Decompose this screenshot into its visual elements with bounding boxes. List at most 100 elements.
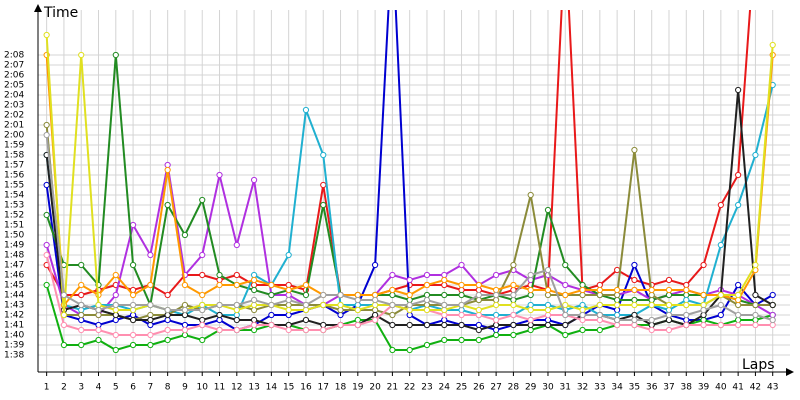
point [216,171,223,179]
point [735,291,742,299]
y-tick-label: 1:52 [4,211,24,221]
point [544,311,552,319]
point [683,296,690,304]
point [527,316,534,324]
point [233,326,240,334]
point [562,321,569,329]
point [493,326,500,334]
point [527,271,534,279]
point [527,291,534,299]
point [112,331,119,339]
point [372,291,379,299]
y-axis-title: Time [43,5,78,21]
point [250,271,258,279]
point [735,171,742,179]
point [493,316,500,324]
x-tick-label: 23 [421,383,432,393]
point [423,306,431,314]
point [78,306,85,314]
point [769,321,776,329]
point [579,316,586,324]
point [579,286,586,294]
point [700,261,707,269]
point [164,336,171,344]
point [354,296,361,304]
point [423,281,431,289]
point [43,181,50,189]
point [164,161,171,169]
x-tick-label: 13 [248,383,259,393]
point [389,311,396,319]
point [510,296,517,304]
point [717,321,724,329]
point [233,241,240,249]
point [285,301,292,309]
point [614,321,621,329]
x-tick-label: 21 [387,383,398,393]
point [95,336,102,344]
point [752,316,759,324]
x-tick-label: 1 [44,383,50,393]
point [683,281,690,289]
y-tick-label: 2:08 [4,51,24,61]
point [164,306,171,314]
point [596,301,603,309]
point [544,321,552,329]
x-tick-label: 34 [611,383,623,393]
point [493,286,500,294]
point [665,306,673,314]
point [665,286,673,294]
y-tick-label: 1:39 [4,341,24,351]
point [769,41,776,49]
point [43,281,50,289]
point [475,296,482,304]
x-tick-label: 25 [456,383,467,393]
point [700,301,707,309]
point [475,286,482,294]
point [320,181,327,189]
point [95,301,102,309]
point [268,301,275,309]
point [423,341,431,349]
point [614,291,621,299]
point [406,276,413,284]
x-tick-label: 36 [646,383,658,393]
axes: Time Laps 1:381:391:401:411:421:431:441:… [4,4,794,393]
point [493,301,500,309]
point [43,121,50,129]
point [389,286,396,294]
point [544,206,552,214]
x-tick-label: 20 [369,383,381,393]
point [372,306,379,314]
point [216,276,223,284]
y-tick-label: 1:44 [4,291,24,301]
y-tick-label: 1:59 [4,141,24,151]
point [233,311,240,319]
point [631,311,638,319]
point [250,321,258,329]
point [320,326,327,334]
point [475,336,482,344]
point [493,271,500,279]
point [406,346,413,354]
y-tick-label: 1:51 [4,221,24,231]
point [337,306,344,314]
point [631,301,638,309]
x-tick-label: 2 [61,383,67,393]
point [337,301,344,309]
point [285,321,292,329]
point [579,311,586,319]
point [337,311,344,319]
y-tick-label: 2:01 [4,121,24,131]
point [458,306,465,314]
x-tick-label: 28 [508,383,520,393]
x-tick-label: 26 [473,383,485,393]
point [112,291,119,299]
point [250,306,258,314]
point [544,301,552,309]
point [735,311,742,319]
point [78,341,85,349]
x-tick-label: 12 [231,383,242,393]
point [302,316,310,324]
